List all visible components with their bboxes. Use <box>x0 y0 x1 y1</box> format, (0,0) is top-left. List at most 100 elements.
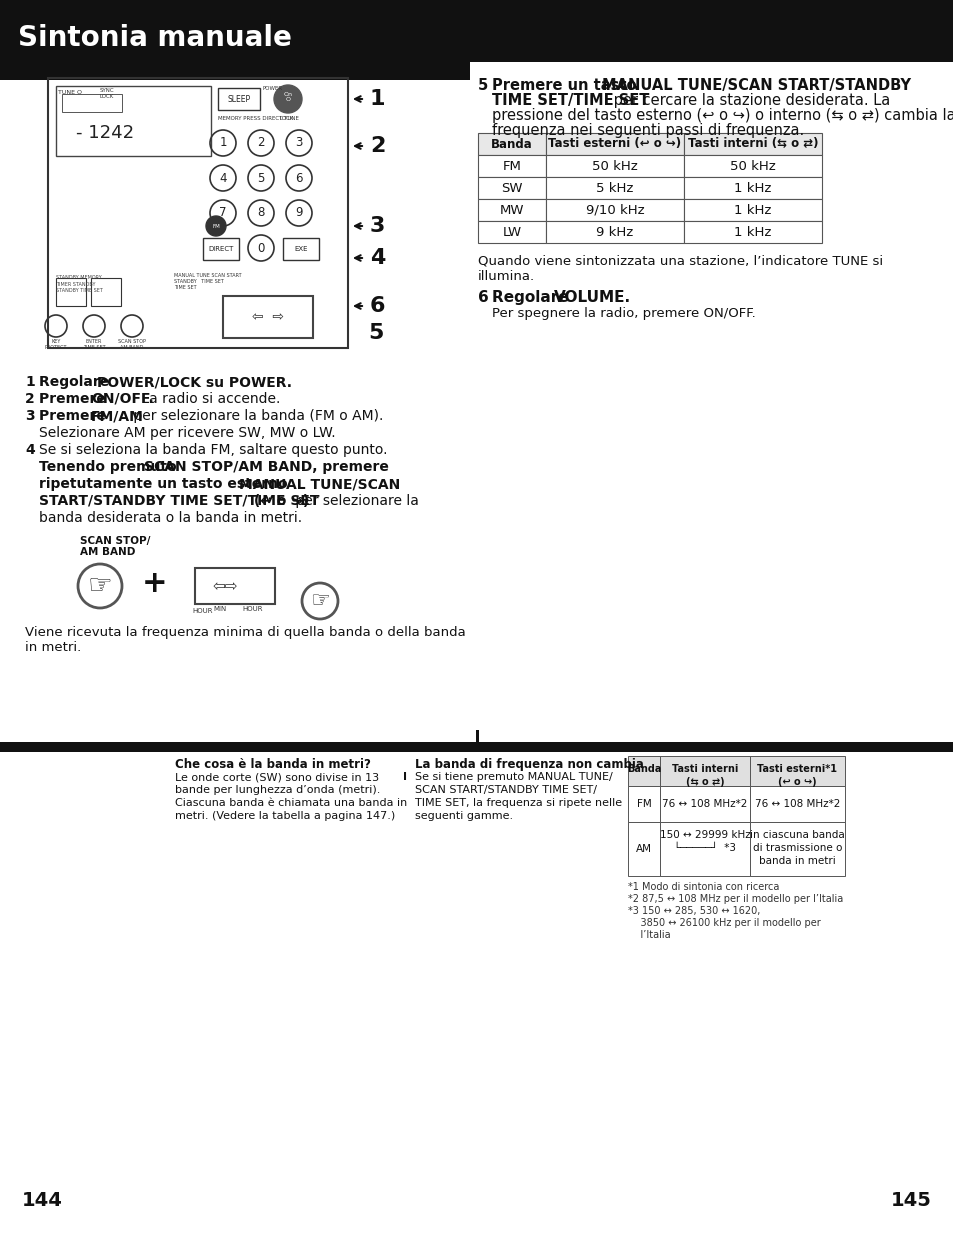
Text: FM: FM <box>636 799 651 809</box>
Text: 2: 2 <box>25 392 34 406</box>
Bar <box>683 155 821 178</box>
Text: 9: 9 <box>294 206 302 219</box>
Text: 4: 4 <box>370 248 385 268</box>
Text: bande per lunghezza d’onda (metri).: bande per lunghezza d’onda (metri). <box>174 785 380 795</box>
Bar <box>0 0 953 62</box>
Bar <box>683 133 821 155</box>
Text: Tasti esterni*1: Tasti esterni*1 <box>757 764 837 774</box>
Text: banda in metri: banda in metri <box>759 856 835 866</box>
Text: SCAN STOP
AM BAND: SCAN STOP AM BAND <box>118 339 146 350</box>
Text: EXE: EXE <box>294 247 308 252</box>
Text: Se si tiene premuto MANUAL TUNE/: Se si tiene premuto MANUAL TUNE/ <box>415 772 612 782</box>
Text: frequenza nei seguenti passi di frequenza.: frequenza nei seguenti passi di frequenz… <box>492 123 803 138</box>
Bar <box>477 221 545 243</box>
Bar <box>203 238 239 260</box>
Bar <box>223 296 313 338</box>
Text: 1: 1 <box>370 89 385 109</box>
Text: TUNE O: TUNE O <box>58 90 82 95</box>
Text: 3: 3 <box>295 137 302 149</box>
Text: POWER/LOCK su POWER.: POWER/LOCK su POWER. <box>97 375 292 388</box>
Circle shape <box>274 85 302 113</box>
Text: (↩ o ↪): (↩ o ↪) <box>249 494 309 508</box>
Text: Premere: Premere <box>39 392 111 406</box>
Text: per cercare la stazione desiderata. La: per cercare la stazione desiderata. La <box>608 92 889 109</box>
Text: On
O: On O <box>283 91 293 102</box>
Bar <box>0 742 953 752</box>
Text: 5: 5 <box>477 78 488 92</box>
Text: SLEEP: SLEEP <box>227 95 251 104</box>
Text: Tasti interni (⇆ o ⇄): Tasti interni (⇆ o ⇄) <box>687 138 818 150</box>
Text: Viene ricevuta la frequenza minima di quella banda o della banda: Viene ricevuta la frequenza minima di qu… <box>25 626 465 639</box>
Text: Sintonia manuale: Sintonia manuale <box>18 23 292 52</box>
Text: La banda di frequenza non cambia: La banda di frequenza non cambia <box>415 758 643 771</box>
Bar <box>545 221 683 243</box>
Text: └─────┘  *3: └─────┘ *3 <box>673 843 735 853</box>
Text: HOUR: HOUR <box>193 608 213 614</box>
Bar <box>56 277 86 306</box>
Bar <box>56 86 211 157</box>
Text: Premere un tasto: Premere un tasto <box>492 78 641 92</box>
Text: 6: 6 <box>294 171 302 185</box>
Text: LOCK: LOCK <box>280 116 294 121</box>
Text: STANDBY MEMORY: STANDBY MEMORY <box>56 275 102 280</box>
Text: 1: 1 <box>25 375 34 388</box>
Text: SCAN START/STANDBY TIME SET/: SCAN START/STANDBY TIME SET/ <box>415 785 597 795</box>
Text: metri. (Vedere la tabella a pagina 147.): metri. (Vedere la tabella a pagina 147.) <box>174 811 395 821</box>
Text: 144: 144 <box>22 1191 63 1210</box>
Bar <box>683 199 821 221</box>
Text: MANUAL TUNE SCAN START
STANDBY   TIME SET
TIME SET: MANUAL TUNE SCAN START STANDBY TIME SET … <box>173 272 241 290</box>
Text: POWER: POWER <box>263 86 283 91</box>
Text: SYNC
LOCK: SYNC LOCK <box>100 88 114 99</box>
Text: MANUAL TUNE/SCAN START/STANDBY: MANUAL TUNE/SCAN START/STANDBY <box>601 78 910 92</box>
Bar <box>545 155 683 178</box>
Text: 6: 6 <box>370 296 385 316</box>
Text: 5 kHz: 5 kHz <box>596 181 633 195</box>
Bar <box>545 178 683 199</box>
Text: Tasti esterni (↩ o ↪): Tasti esterni (↩ o ↪) <box>548 138 680 150</box>
Text: KEY
PROTECT: KEY PROTECT <box>45 339 67 350</box>
Bar <box>545 133 683 155</box>
Bar <box>749 756 844 785</box>
Bar <box>659 785 749 822</box>
Bar <box>48 78 348 348</box>
Text: 1 kHz: 1 kHz <box>734 226 771 238</box>
Text: pressione del tasto esterno (↩ o ↪) o interno (⇆ o ⇄) cambia la: pressione del tasto esterno (↩ o ↪) o in… <box>492 109 953 123</box>
Text: Le onde corte (SW) sono divise in 13: Le onde corte (SW) sono divise in 13 <box>174 772 378 782</box>
Text: MEMORY PRESS DIRECT TUNE: MEMORY PRESS DIRECT TUNE <box>218 116 298 121</box>
Text: SCAN STOP/AM BAND, premere: SCAN STOP/AM BAND, premere <box>144 460 389 473</box>
Text: Tenendo premuto: Tenendo premuto <box>39 460 181 473</box>
Text: 9/10 kHz: 9/10 kHz <box>585 203 643 217</box>
Text: LW: LW <box>502 226 521 238</box>
Text: MIN: MIN <box>213 605 227 612</box>
Text: 1 kHz: 1 kHz <box>734 203 771 217</box>
Text: Quando viene sintonizzata una stazione, l’indicatore TUNE si: Quando viene sintonizzata una stazione, … <box>477 255 882 268</box>
Text: per selezionare la banda (FM o AM).: per selezionare la banda (FM o AM). <box>129 409 383 423</box>
Text: ON/OFF.: ON/OFF. <box>91 392 153 406</box>
Bar <box>683 221 821 243</box>
Text: in ciascuna banda: in ciascuna banda <box>749 830 844 840</box>
Bar <box>659 756 749 785</box>
Text: 76 ↔ 108 MHz*2: 76 ↔ 108 MHz*2 <box>661 799 747 809</box>
Text: 3850 ↔ 26100 kHz per il modello per: 3850 ↔ 26100 kHz per il modello per <box>627 919 820 928</box>
Text: 1: 1 <box>219 137 227 149</box>
Bar <box>749 785 844 822</box>
Text: HOUR: HOUR <box>242 605 263 612</box>
Text: Selezionare AM per ricevere SW, MW o LW.: Selezionare AM per ricevere SW, MW o LW. <box>39 425 335 440</box>
Text: 145: 145 <box>890 1191 931 1210</box>
Bar <box>476 730 478 742</box>
Text: in metri.: in metri. <box>25 641 81 653</box>
Text: di trasmissione o: di trasmissione o <box>752 843 841 853</box>
Text: Regolare: Regolare <box>492 290 574 305</box>
Bar <box>545 199 683 221</box>
Text: per selezionare la: per selezionare la <box>291 494 418 508</box>
Bar <box>749 822 844 875</box>
Bar <box>477 155 545 178</box>
Text: AM BAND: AM BAND <box>80 547 135 557</box>
Text: SW: SW <box>500 181 522 195</box>
Text: 150 ↔ 29999 kHz: 150 ↔ 29999 kHz <box>659 830 750 840</box>
Text: 5: 5 <box>368 323 383 343</box>
Text: ⇦⇨: ⇦⇨ <box>212 578 237 593</box>
Text: Per spegnere la radio, premere ON/OFF.: Per spegnere la radio, premere ON/OFF. <box>492 307 755 321</box>
Text: 7: 7 <box>219 206 227 219</box>
Bar <box>627 756 659 785</box>
